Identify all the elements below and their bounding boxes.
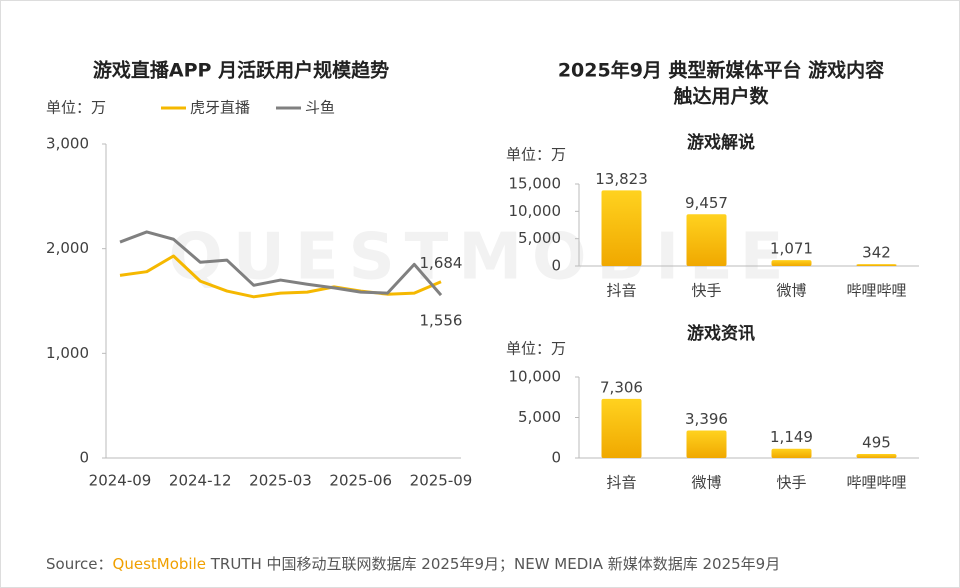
- data-label: 1,684: [420, 254, 463, 272]
- bar: [771, 448, 812, 458]
- panel-title: 触达用户数: [673, 85, 769, 108]
- y-tick-label: 2,000: [46, 239, 89, 257]
- source: Source：QuestMobile TRUTH 中国移动互联网数据库 2025…: [46, 555, 780, 573]
- x-tick-label: 2025-09: [410, 472, 473, 490]
- x-tick-label: 2024-09: [89, 472, 152, 490]
- legend-label: 斗鱼: [305, 99, 335, 117]
- source-label: Source：: [46, 555, 113, 573]
- x-tick-label: 哔哩哔哩: [846, 282, 906, 300]
- x-tick-label: 快手: [776, 474, 806, 492]
- data-label: 1,149: [770, 428, 813, 446]
- data-label: 9,457: [685, 194, 728, 212]
- series-line: [119, 230, 443, 297]
- chart-title: 游戏直播APP 月活跃用户规模趋势: [93, 59, 389, 82]
- legend-label: 虎牙直播: [190, 99, 250, 117]
- data-label: 495: [862, 433, 891, 451]
- bar: [686, 214, 727, 266]
- y-tick-label: 0: [79, 449, 89, 467]
- chart-title: 游戏资讯: [687, 323, 755, 344]
- data-label: 342: [862, 244, 891, 262]
- y-tick-label: 10,000: [509, 368, 562, 386]
- data-label: 13,823: [595, 170, 648, 188]
- x-tick-label: 快手: [691, 282, 721, 300]
- x-tick-label: 哔哩哔哩: [846, 474, 906, 492]
- x-tick-label: 微博: [776, 282, 806, 300]
- bar: [856, 453, 897, 458]
- source-brand: QuestMobile: [113, 555, 206, 573]
- y-tick-label: 1,000: [46, 344, 89, 362]
- bar: [771, 260, 812, 266]
- x-tick-label: 抖音: [606, 282, 636, 300]
- source-text: TRUTH 中国移动互联网数据库 2025年9月；NEW MEDIA 新媒体数据…: [206, 555, 780, 573]
- bar: [856, 264, 897, 266]
- y-tick-label: 5,000: [518, 408, 561, 426]
- unit-label: 单位：万: [506, 146, 566, 164]
- y-tick-label: 3,000: [46, 135, 89, 153]
- bar: [686, 430, 727, 458]
- data-label: 1,556: [420, 312, 463, 330]
- bar: [601, 190, 642, 266]
- y-tick-label: 0: [551, 449, 561, 467]
- x-tick-label: 2024-12: [169, 472, 232, 490]
- unit-label: 单位：万: [506, 340, 566, 358]
- x-tick-label: 抖音: [606, 474, 636, 492]
- y-tick-label: 5,000: [518, 229, 561, 247]
- panel-title: 2025年9月 典型新媒体平台 游戏内容: [558, 59, 884, 82]
- y-tick-label: 0: [551, 257, 561, 275]
- data-label: 3,396: [685, 410, 728, 428]
- unit-label: 单位：万: [46, 99, 106, 117]
- bar: [601, 398, 642, 458]
- chart-title: 游戏解说: [687, 132, 755, 153]
- y-tick-label: 10,000: [509, 202, 562, 220]
- data-label: 1,071: [770, 240, 813, 258]
- x-tick-label: 2025-06: [329, 472, 392, 490]
- x-tick-label: 2025-03: [249, 472, 312, 490]
- y-tick-label: 15,000: [509, 175, 562, 193]
- x-tick-label: 微博: [691, 474, 721, 492]
- data-label: 7,306: [600, 378, 643, 396]
